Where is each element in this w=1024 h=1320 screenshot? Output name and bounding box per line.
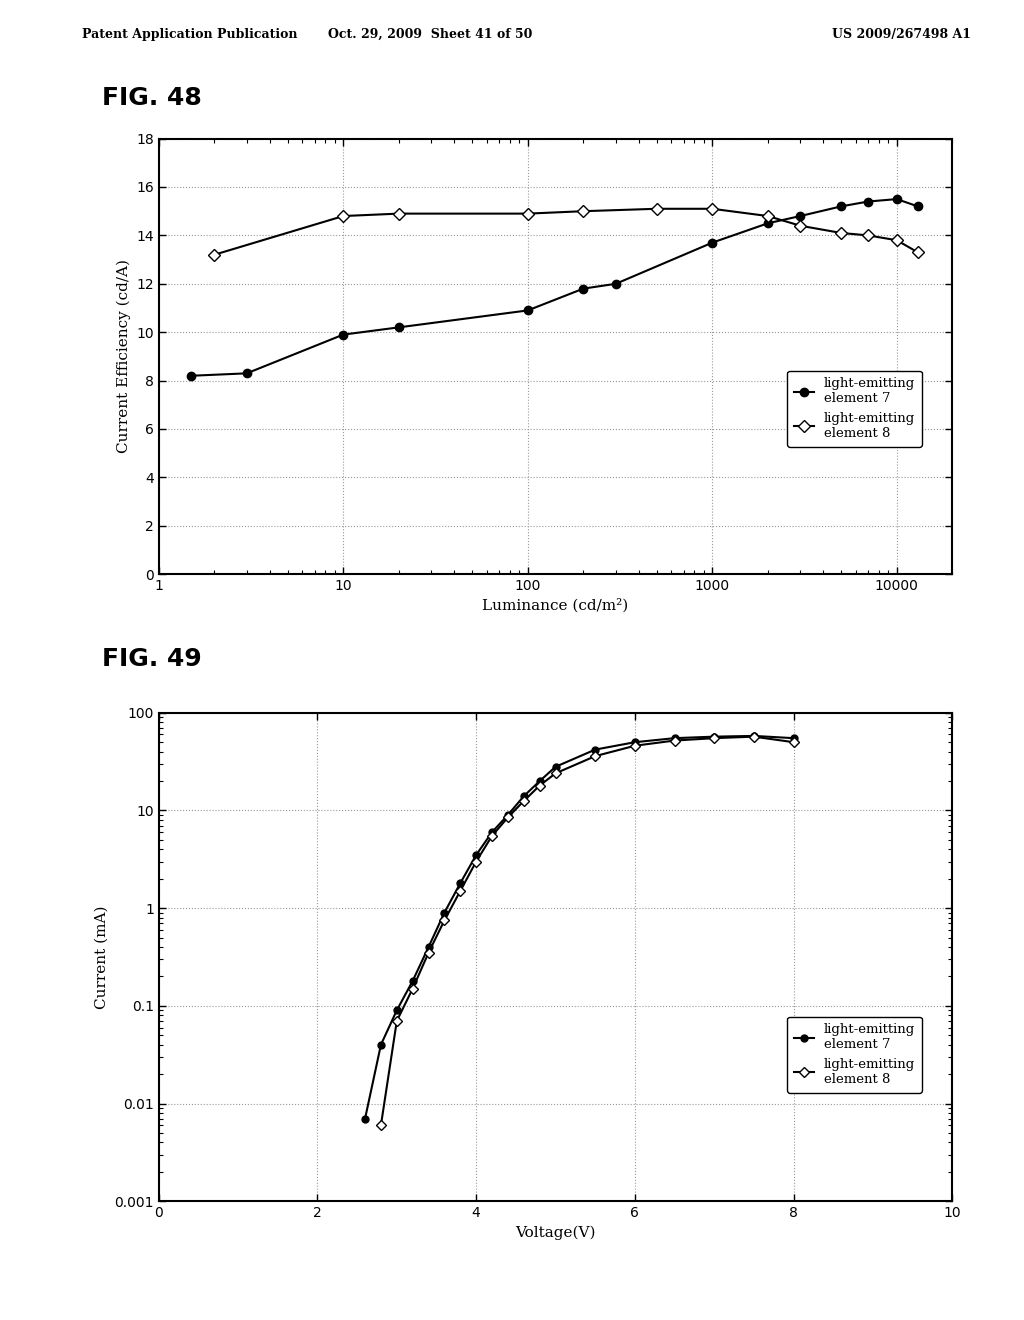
light-emitting
element 7 — [911, 198, 924, 214]
Line: light-emitting
element 7: light-emitting element 7 — [361, 733, 797, 1122]
light-emitting
element 7 — [392, 319, 404, 335]
Legend: light-emitting
element 7, light-emitting
element 8: light-emitting element 7, light-emitting… — [787, 1016, 922, 1093]
light-emitting
element 8 — [589, 748, 601, 764]
light-emitting
element 8 — [787, 734, 800, 750]
light-emitting
element 8 — [748, 729, 760, 744]
light-emitting
element 7 — [669, 730, 681, 746]
light-emitting
element 8 — [550, 766, 562, 781]
light-emitting
element 8 — [375, 1117, 387, 1133]
light-emitting
element 7 — [589, 742, 601, 758]
light-emitting
element 7 — [534, 774, 546, 789]
light-emitting
element 7 — [455, 875, 467, 891]
light-emitting
element 7 — [185, 368, 198, 384]
light-emitting
element 8 — [486, 828, 499, 843]
Text: FIG. 48: FIG. 48 — [102, 86, 202, 110]
light-emitting
element 8 — [707, 201, 719, 216]
light-emitting
element 8 — [669, 733, 681, 748]
light-emitting
element 7 — [502, 807, 514, 822]
light-emitting
element 8 — [502, 809, 514, 825]
light-emitting
element 7 — [629, 734, 641, 750]
Text: Oct. 29, 2009  Sheet 41 of 50: Oct. 29, 2009 Sheet 41 of 50 — [328, 28, 532, 41]
light-emitting
element 7 — [891, 191, 903, 207]
light-emitting
element 7 — [486, 824, 499, 840]
Line: light-emitting
element 7: light-emitting element 7 — [187, 195, 922, 380]
light-emitting
element 7 — [518, 788, 530, 804]
light-emitting
element 7 — [707, 235, 719, 251]
light-emitting
element 8 — [629, 738, 641, 754]
light-emitting
element 8 — [795, 218, 807, 234]
light-emitting
element 8 — [709, 730, 721, 746]
light-emitting
element 8 — [455, 883, 467, 899]
light-emitting
element 8 — [422, 945, 434, 961]
light-emitting
element 8 — [762, 209, 774, 224]
light-emitting
element 7 — [407, 973, 419, 989]
light-emitting
element 7 — [836, 198, 848, 214]
light-emitting
element 7 — [422, 939, 434, 954]
light-emitting
element 8 — [392, 206, 404, 222]
Y-axis label: Current Efficiency (cd/A): Current Efficiency (cd/A) — [116, 260, 130, 453]
Line: light-emitting
element 8: light-emitting element 8 — [378, 733, 797, 1129]
light-emitting
element 8 — [470, 854, 482, 870]
light-emitting
element 8 — [650, 201, 663, 216]
Text: US 2009/267498 A1: US 2009/267498 A1 — [831, 28, 971, 41]
light-emitting
element 8 — [391, 1012, 403, 1028]
light-emitting
element 7 — [470, 847, 482, 863]
Y-axis label: Current (mA): Current (mA) — [95, 906, 109, 1008]
light-emitting
element 7 — [337, 327, 349, 343]
light-emitting
element 8 — [521, 206, 534, 222]
light-emitting
element 8 — [891, 232, 903, 248]
light-emitting
element 8 — [911, 244, 924, 260]
light-emitting
element 7 — [550, 759, 562, 775]
light-emitting
element 7 — [438, 904, 451, 920]
light-emitting
element 7 — [862, 194, 874, 210]
Line: light-emitting
element 8: light-emitting element 8 — [210, 205, 922, 259]
light-emitting
element 8 — [208, 247, 220, 263]
light-emitting
element 8 — [862, 227, 874, 243]
Text: Patent Application Publication: Patent Application Publication — [82, 28, 297, 41]
light-emitting
element 7 — [795, 209, 807, 224]
light-emitting
element 7 — [609, 276, 622, 292]
light-emitting
element 8 — [518, 793, 530, 809]
light-emitting
element 7 — [375, 1036, 387, 1052]
light-emitting
element 7 — [748, 729, 760, 744]
X-axis label: Luminance (cd/m²): Luminance (cd/m²) — [482, 598, 629, 612]
light-emitting
element 7 — [787, 730, 800, 746]
Legend: light-emitting
element 7, light-emitting
element 8: light-emitting element 7, light-emitting… — [787, 371, 922, 446]
light-emitting
element 7 — [578, 281, 590, 297]
light-emitting
element 8 — [534, 777, 546, 793]
X-axis label: Voltage(V): Voltage(V) — [515, 1225, 596, 1239]
light-emitting
element 8 — [578, 203, 590, 219]
light-emitting
element 7 — [762, 215, 774, 231]
light-emitting
element 8 — [407, 981, 419, 997]
light-emitting
element 7 — [521, 302, 534, 318]
light-emitting
element 7 — [241, 366, 253, 381]
light-emitting
element 7 — [391, 1002, 403, 1018]
light-emitting
element 8 — [836, 224, 848, 240]
light-emitting
element 7 — [359, 1110, 372, 1126]
light-emitting
element 8 — [438, 912, 451, 928]
light-emitting
element 7 — [709, 729, 721, 744]
light-emitting
element 8 — [337, 209, 349, 224]
Text: FIG. 49: FIG. 49 — [102, 647, 202, 671]
